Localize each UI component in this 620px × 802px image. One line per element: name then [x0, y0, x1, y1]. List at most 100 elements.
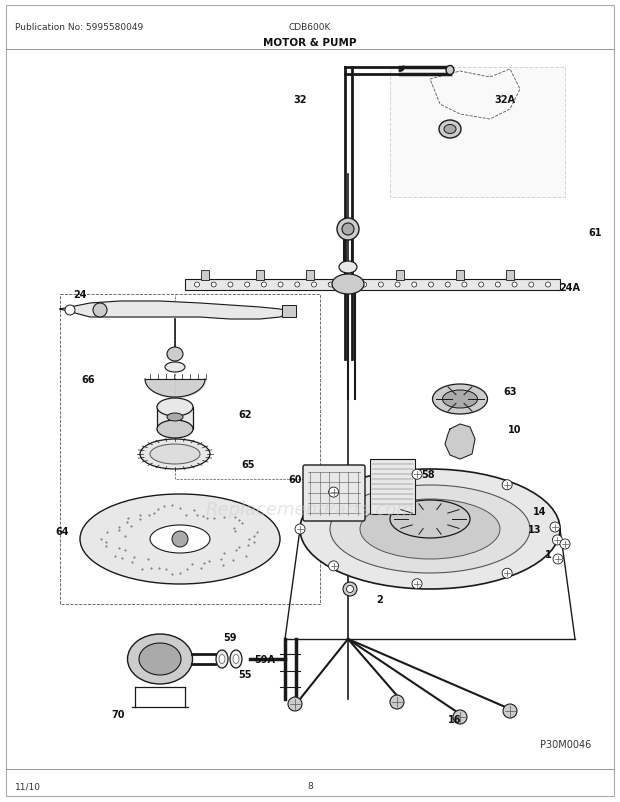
- Ellipse shape: [343, 582, 357, 596]
- Circle shape: [428, 282, 433, 288]
- Bar: [370, 460, 415, 514]
- Text: MOTOR & PUMP: MOTOR & PUMP: [264, 38, 356, 48]
- Circle shape: [412, 579, 422, 589]
- Circle shape: [479, 282, 484, 288]
- Circle shape: [502, 569, 512, 578]
- Circle shape: [288, 697, 302, 711]
- Text: 32A: 32A: [495, 95, 515, 105]
- Text: 24: 24: [73, 290, 87, 300]
- Ellipse shape: [167, 347, 183, 362]
- Ellipse shape: [167, 414, 183, 422]
- Text: 60: 60: [288, 475, 302, 484]
- Ellipse shape: [140, 439, 210, 469]
- Circle shape: [503, 704, 517, 718]
- Circle shape: [495, 282, 500, 288]
- Circle shape: [546, 282, 551, 288]
- Ellipse shape: [150, 525, 210, 553]
- Bar: [456, 270, 464, 281]
- Ellipse shape: [332, 274, 364, 294]
- Bar: [396, 270, 404, 281]
- Text: 66: 66: [81, 375, 95, 384]
- Circle shape: [412, 282, 417, 288]
- Text: 10: 10: [508, 424, 522, 435]
- Ellipse shape: [339, 261, 357, 273]
- Ellipse shape: [80, 494, 280, 585]
- Circle shape: [65, 306, 75, 316]
- Ellipse shape: [216, 650, 228, 668]
- Text: 13: 13: [528, 525, 542, 534]
- FancyBboxPatch shape: [303, 465, 365, 521]
- Circle shape: [345, 282, 350, 288]
- Bar: [506, 270, 514, 281]
- Circle shape: [328, 282, 333, 288]
- Circle shape: [378, 282, 383, 288]
- Ellipse shape: [360, 500, 500, 559]
- Text: 8: 8: [307, 781, 313, 791]
- Ellipse shape: [233, 654, 239, 664]
- Circle shape: [211, 282, 216, 288]
- Circle shape: [294, 282, 300, 288]
- Circle shape: [453, 710, 467, 724]
- Text: 55: 55: [238, 669, 252, 679]
- Circle shape: [553, 554, 563, 565]
- Circle shape: [552, 535, 562, 545]
- Ellipse shape: [444, 125, 456, 134]
- Text: 1: 1: [544, 549, 551, 559]
- Text: 2: 2: [376, 594, 383, 604]
- Circle shape: [512, 282, 517, 288]
- Bar: [60, 294, 320, 604]
- Text: 58: 58: [421, 469, 435, 480]
- Text: 70: 70: [111, 709, 125, 719]
- Circle shape: [295, 525, 305, 534]
- Text: 61: 61: [588, 228, 602, 237]
- Bar: [256, 270, 264, 281]
- Text: 59: 59: [223, 632, 237, 642]
- Text: 63: 63: [503, 387, 516, 396]
- Bar: [185, 280, 560, 290]
- Ellipse shape: [139, 643, 181, 675]
- Ellipse shape: [165, 363, 185, 373]
- Circle shape: [311, 282, 316, 288]
- Ellipse shape: [390, 500, 470, 538]
- Circle shape: [195, 282, 200, 288]
- Text: 14: 14: [533, 506, 547, 516]
- Text: 64: 64: [55, 526, 69, 537]
- Circle shape: [445, 282, 450, 288]
- Ellipse shape: [347, 585, 353, 593]
- Text: CDB600K: CDB600K: [289, 23, 331, 32]
- Text: 11/10: 11/10: [15, 781, 41, 791]
- Ellipse shape: [219, 654, 225, 664]
- Ellipse shape: [300, 469, 560, 589]
- Text: 59A: 59A: [254, 654, 275, 664]
- Ellipse shape: [93, 304, 107, 318]
- Circle shape: [228, 282, 233, 288]
- Bar: [390, 68, 565, 198]
- Circle shape: [329, 488, 339, 497]
- Ellipse shape: [230, 650, 242, 668]
- Text: P30M0046: P30M0046: [540, 739, 591, 749]
- Ellipse shape: [157, 399, 193, 416]
- Ellipse shape: [443, 391, 477, 408]
- Text: Publication No: 5995580049: Publication No: 5995580049: [15, 23, 143, 32]
- Circle shape: [462, 282, 467, 288]
- Ellipse shape: [330, 485, 530, 573]
- Circle shape: [560, 539, 570, 549]
- Circle shape: [278, 282, 283, 288]
- Text: 65: 65: [241, 460, 255, 469]
- Bar: [306, 270, 314, 281]
- Ellipse shape: [157, 420, 193, 439]
- Bar: [282, 306, 296, 318]
- Ellipse shape: [342, 224, 354, 236]
- Polygon shape: [445, 424, 475, 460]
- Polygon shape: [60, 302, 290, 320]
- Circle shape: [550, 522, 560, 533]
- Circle shape: [529, 282, 534, 288]
- Text: 62: 62: [238, 410, 252, 419]
- Circle shape: [361, 282, 366, 288]
- Text: 32: 32: [293, 95, 307, 105]
- Circle shape: [329, 561, 339, 571]
- Ellipse shape: [128, 634, 192, 684]
- Circle shape: [502, 480, 512, 490]
- Circle shape: [172, 532, 188, 547]
- Ellipse shape: [446, 67, 454, 75]
